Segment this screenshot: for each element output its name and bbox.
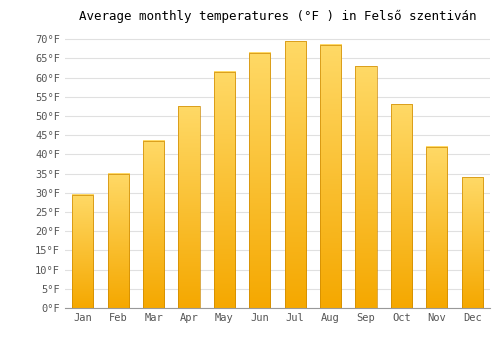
Bar <box>143 141 164 308</box>
Bar <box>320 45 341 308</box>
Bar <box>284 41 306 308</box>
Bar <box>178 106 200 308</box>
Bar <box>426 147 448 308</box>
Bar <box>214 72 235 308</box>
Bar <box>320 45 341 308</box>
Bar <box>249 52 270 308</box>
Bar <box>462 177 483 308</box>
Bar <box>178 106 200 308</box>
Bar <box>426 147 448 308</box>
Bar <box>108 174 129 308</box>
Bar <box>284 41 306 308</box>
Bar <box>108 174 129 308</box>
Bar <box>72 195 94 308</box>
Bar <box>143 141 164 308</box>
Bar <box>391 104 412 308</box>
Bar <box>249 52 270 308</box>
Bar <box>356 66 376 308</box>
Title: Average monthly temperatures (°F ) in Felső szentiván: Average monthly temperatures (°F ) in Fe… <box>79 10 476 23</box>
Bar <box>462 177 483 308</box>
Bar <box>214 72 235 308</box>
Bar <box>356 66 376 308</box>
Bar <box>72 195 94 308</box>
Bar <box>391 104 412 308</box>
